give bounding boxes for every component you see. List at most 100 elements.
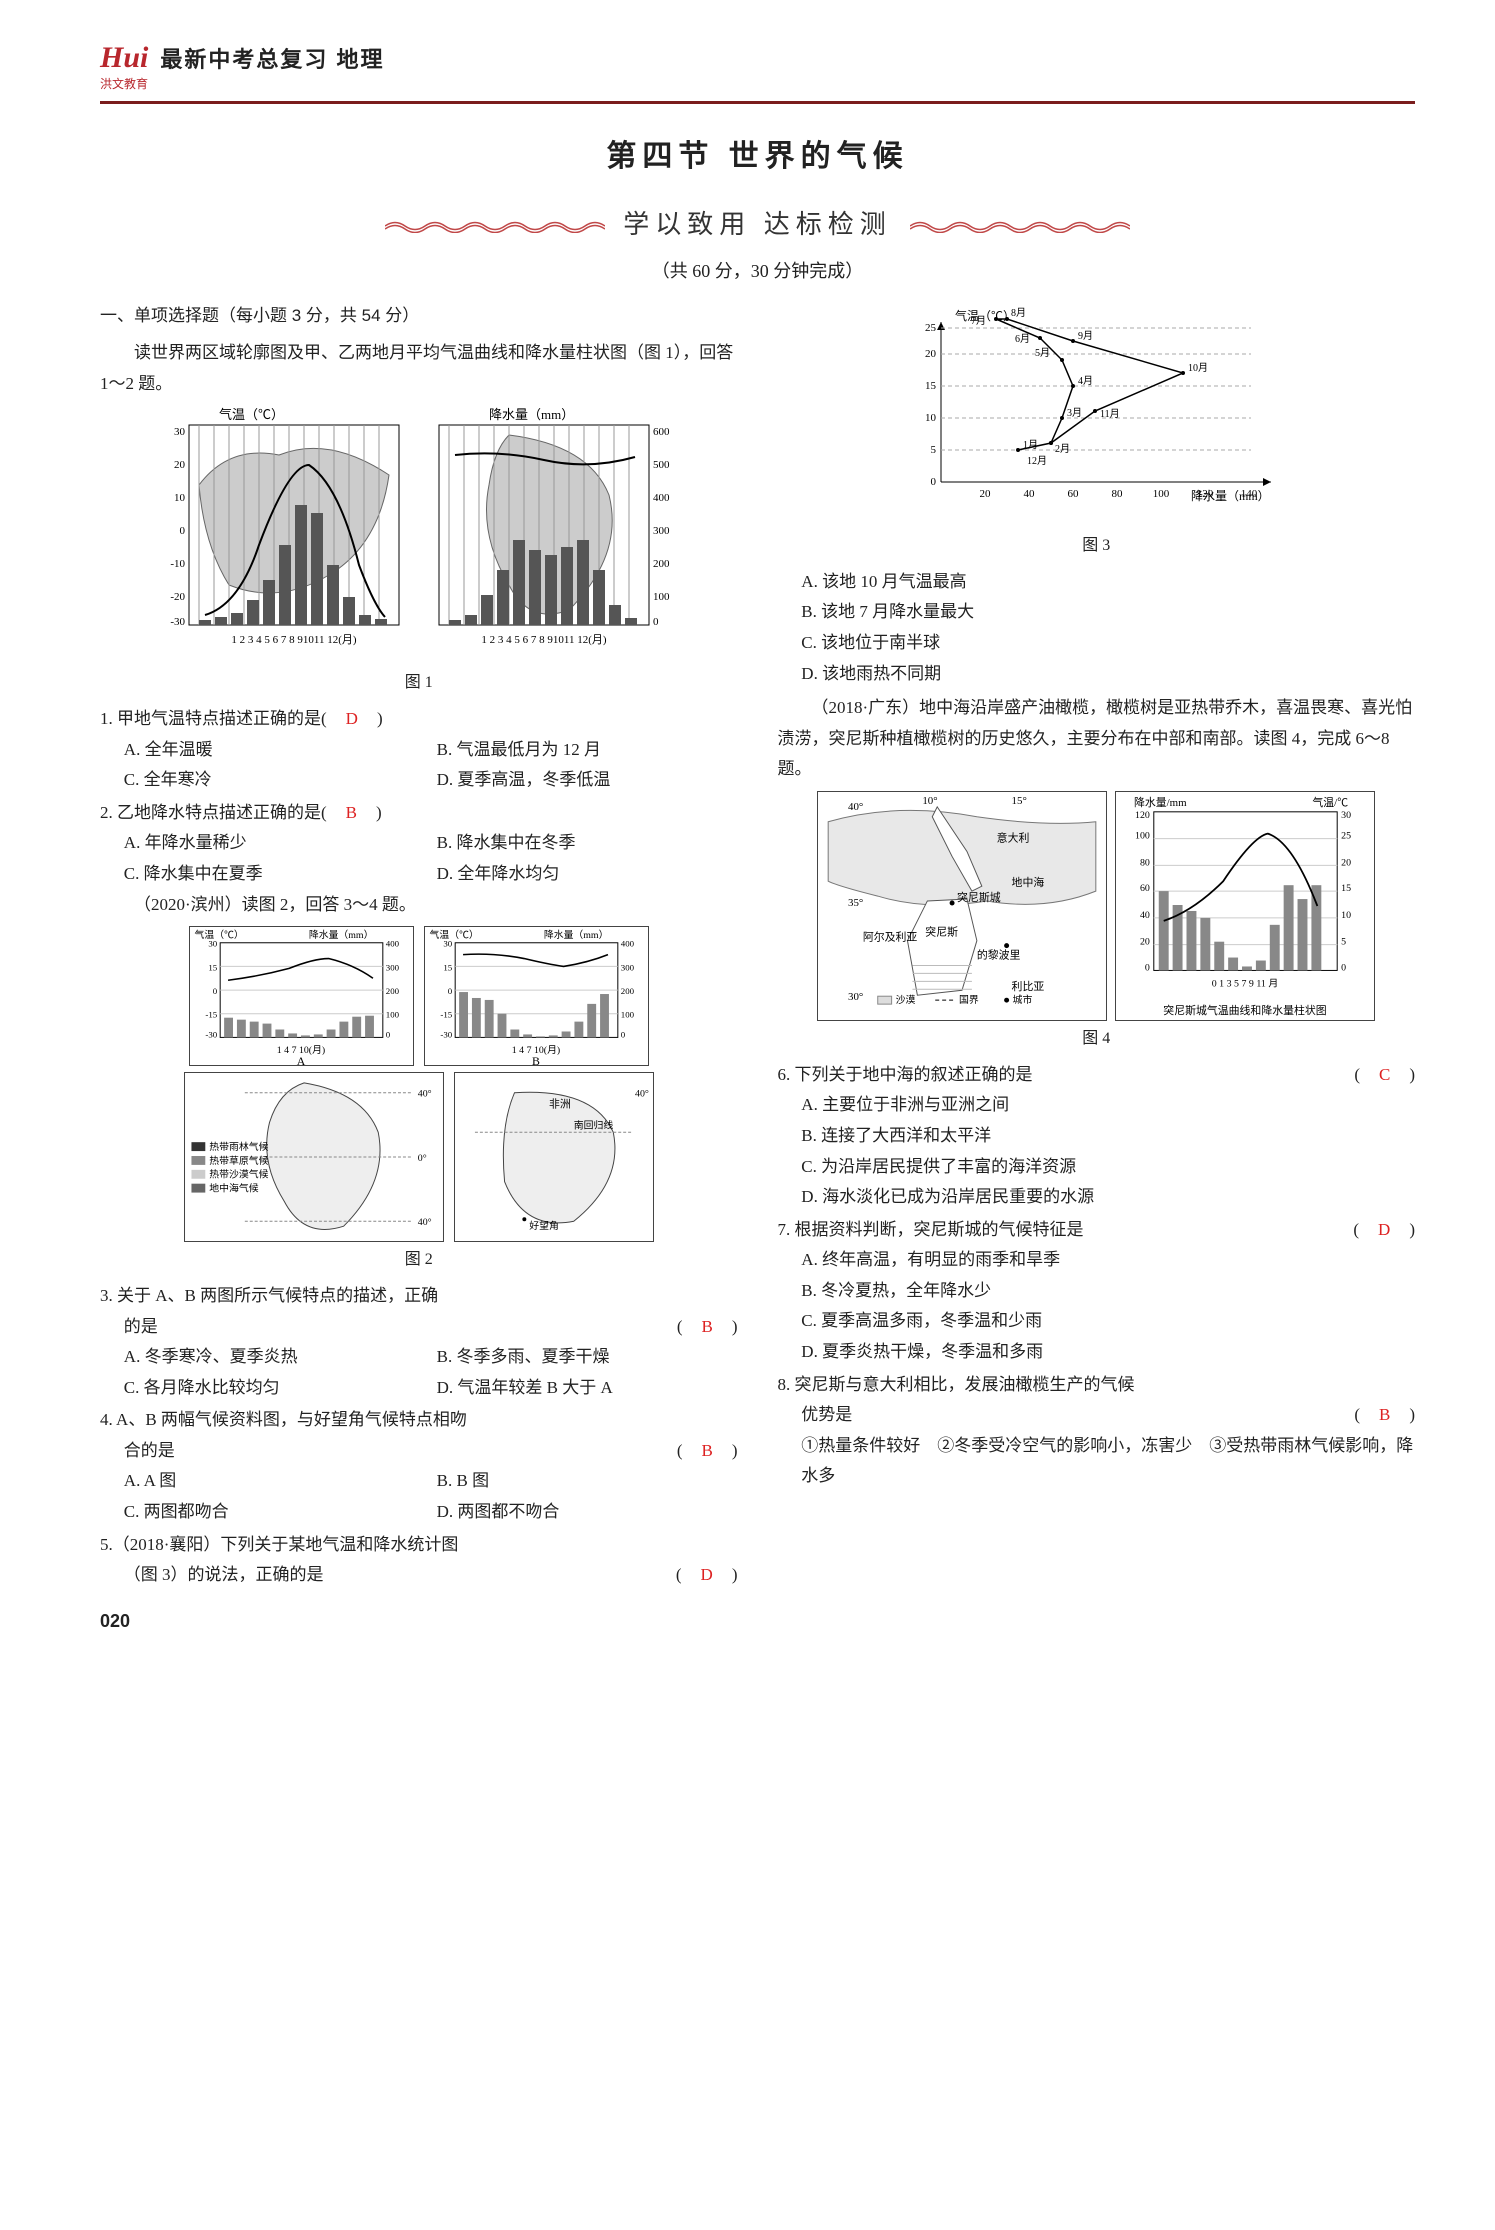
svg-text:200: 200 — [621, 986, 635, 996]
svg-text:40: 40 — [1024, 488, 1036, 500]
svg-text:80: 80 — [1140, 857, 1150, 868]
svg-text:15°: 15° — [1012, 795, 1027, 807]
fig2-caption: 图 2 — [100, 1246, 738, 1275]
svg-text:10°: 10° — [923, 795, 938, 807]
svg-text:-30: -30 — [170, 616, 185, 628]
q4-A: A. A 图 — [124, 1466, 425, 1497]
fig4-map: 40°35°30° 10°15° 意大利 地中海 阿尔及利亚 突尼斯城 的黎波里… — [817, 791, 1107, 1021]
svg-text:6月: 6月 — [1015, 333, 1030, 345]
q4-stem-a: 4. A、B 两幅气候资料图，与好望角气候特点相吻 — [100, 1405, 738, 1436]
question-8: 8. 突尼斯与意大利相比，发展油橄榄生产的气候 优势是 ( B ) ①热量条件较… — [778, 1370, 1416, 1492]
svg-text:20: 20 — [174, 459, 186, 471]
fig3-caption: 图 3 — [778, 532, 1416, 561]
svg-text:35°: 35° — [848, 897, 863, 909]
left-column: 一、单项选择题（每小题 3 分，共 54 分） 读世界两区域轮廓图及甲、乙两地月… — [100, 301, 738, 1637]
fig1-precip-label: 降水量（mm） — [489, 407, 574, 422]
svg-text:2月: 2月 — [1055, 443, 1070, 455]
q6-paren: ( C ) — [1354, 1060, 1415, 1091]
figure-2-maps: 40° 0° 40° 热带雨林气候 热带草原气候 热带沙漠气候 地中海气候 南回… — [100, 1072, 738, 1242]
q3-stem-a: 3. 关于 A、B 两图所示气候特点的描述，正确 — [100, 1281, 738, 1312]
svg-text:突尼斯城: 突尼斯城 — [957, 890, 1001, 904]
q6-stem: 6. 下列关于地中海的叙述正确的是 — [778, 1065, 1033, 1084]
q1-D: D. 夏季高温，冬季低温 — [437, 765, 738, 796]
passage-fig4: （2018·广东）地中海沿岸盛产油橄榄，橄榄树是亚热带乔木，喜温畏寒、喜光怕渍涝… — [778, 693, 1416, 785]
svg-text:100: 100 — [621, 1010, 635, 1020]
q5-stem-a: 5.（2018·襄阳）下列关于某地气温和降水统计图 — [100, 1530, 738, 1561]
q6-A: A. 主要位于非洲与亚洲之间 — [801, 1090, 1415, 1121]
svg-text:-15: -15 — [440, 1010, 452, 1020]
svg-text:5月: 5月 — [1035, 347, 1050, 359]
figure-3: 气温（℃） 降水量（mm） 0510152025 204060801001201… — [778, 307, 1416, 560]
fig2-chart-a: 气温（℃） 降水量（mm） 30150-15-30 4003002001000 … — [189, 926, 414, 1066]
svg-text:40°: 40° — [418, 1217, 432, 1228]
svg-text:-30: -30 — [440, 1030, 452, 1040]
svg-text:气温（℃）: 气温（℃） — [429, 928, 478, 941]
q2-answer: B — [346, 803, 357, 822]
svg-text:11月: 11月 — [1100, 408, 1120, 420]
q5-A: A. 该地 10 月气温最高 — [801, 567, 1415, 598]
svg-text:25: 25 — [925, 322, 937, 334]
svg-text:10: 10 — [925, 412, 937, 424]
q7-C: C. 夏季高温多雨，冬季温和少雨 — [801, 1306, 1415, 1337]
svg-text:3月: 3月 — [1067, 407, 1082, 419]
right-column: 气温（℃） 降水量（mm） 0510152025 204060801001201… — [778, 301, 1416, 1637]
fig2-map-safrica: 南回归线 非洲 好望角 40° — [454, 1072, 654, 1242]
svg-text:400: 400 — [386, 939, 400, 949]
q3-stem-b: 的是 — [124, 1317, 158, 1336]
svg-text:好望角: 好望角 — [529, 1219, 559, 1232]
svg-text:300: 300 — [621, 962, 635, 972]
svg-text:降水量（mm）: 降水量（mm） — [309, 928, 374, 941]
svg-text:40°: 40° — [418, 1089, 432, 1100]
q4-answer: B — [701, 1441, 712, 1460]
q1-stem: 1. 甲地气温特点描述正确的是 — [100, 704, 321, 735]
q6-B: B. 连接了大西洋和太平洋 — [801, 1121, 1415, 1152]
q1-answer: D — [346, 709, 358, 728]
logo-block: Hui 洪文教育 — [100, 43, 148, 95]
columns: 一、单项选择题（每小题 3 分，共 54 分） 读世界两区域轮廓图及甲、乙两地月… — [100, 301, 1415, 1637]
q4-paren: ( B ) — [677, 1436, 738, 1467]
fig1-caption: 图 1 — [100, 669, 738, 698]
section1-heading: 一、单项选择题（每小题 3 分，共 54 分） — [100, 301, 738, 332]
q6-C: C. 为沿岸居民提供了丰富的海洋资源 — [801, 1152, 1415, 1183]
question-5: 5.（2018·襄阳）下列关于某地气温和降水统计图 （图 3）的说法，正确的是 … — [100, 1530, 738, 1591]
svg-text:15: 15 — [925, 380, 937, 392]
svg-text:120: 120 — [1135, 810, 1150, 821]
wave-right-icon — [910, 219, 1130, 233]
svg-text:5: 5 — [931, 444, 937, 456]
q2-C: C. 降水集中在夏季 — [124, 859, 425, 890]
svg-text:60: 60 — [1068, 488, 1080, 500]
svg-text:60: 60 — [1140, 883, 1150, 894]
svg-text:B: B — [532, 1054, 540, 1066]
svg-text:南回归线: 南回归线 — [574, 1118, 614, 1131]
q4-C: C. 两图都吻合 — [124, 1497, 425, 1528]
q8-stem-b: 优势是 — [801, 1405, 852, 1424]
figure-2-charts: 气温（℃） 降水量（mm） 30150-15-30 4003002001000 … — [100, 926, 738, 1066]
svg-text:0: 0 — [653, 616, 659, 628]
svg-text:城市: 城市 — [1013, 993, 1033, 1006]
q3-C: C. 各月降水比较均匀 — [124, 1373, 425, 1404]
svg-text:地中海: 地中海 — [1012, 875, 1045, 889]
svg-text:0 1 3 5 7 9 11 月: 0 1 3 5 7 9 11 月 — [1212, 977, 1279, 989]
svg-text:100: 100 — [386, 1010, 400, 1020]
svg-text:0: 0 — [213, 986, 218, 996]
q5-D: D. 该地雨热不同期 — [801, 659, 1415, 690]
svg-text:500: 500 — [653, 459, 670, 471]
svg-text:40: 40 — [1140, 910, 1150, 921]
question-3: 3. 关于 A、B 两图所示气候特点的描述，正确 的是 ( B ) A. 冬季寒… — [100, 1281, 738, 1403]
svg-text:200: 200 — [653, 558, 670, 570]
q3-A: A. 冬季寒冷、夏季炎热 — [124, 1342, 425, 1373]
svg-text:0: 0 — [1341, 962, 1346, 973]
svg-text:100: 100 — [1153, 488, 1170, 500]
question-1: 1. 甲地气温特点描述正确的是 ( D ) A. 全年温暖 B. 气温最低月为 … — [100, 704, 738, 796]
fig1-chart: 气温（℃） 降水量（mm） — [159, 405, 679, 665]
svg-text:12月: 12月 — [1027, 455, 1047, 467]
svg-text:0: 0 — [386, 1030, 391, 1040]
logo-sub: 洪文教育 — [100, 74, 148, 96]
fig1-xaxis-a: 1 2 3 4 5 6 7 8 91011 12(月) — [231, 634, 357, 646]
fig4-caption: 图 4 — [778, 1025, 1416, 1054]
svg-text:-10: -10 — [170, 558, 185, 570]
q8-paren: ( B ) — [1354, 1400, 1415, 1431]
svg-text:600: 600 — [653, 426, 670, 438]
svg-text:1月: 1月 — [1023, 439, 1038, 451]
svg-text:20: 20 — [1140, 937, 1150, 948]
